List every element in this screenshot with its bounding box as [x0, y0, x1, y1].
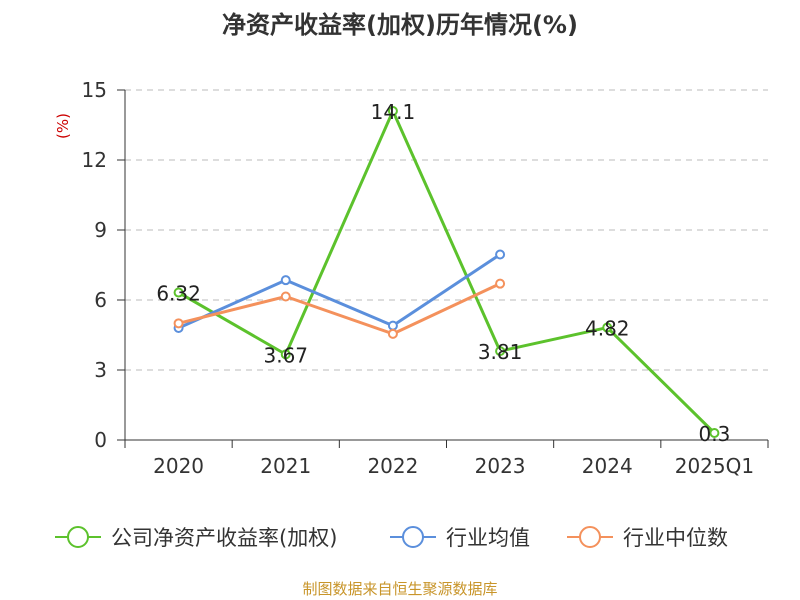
y-tick-label: 6 — [94, 288, 107, 312]
legend-label: 行业均值 — [446, 526, 530, 550]
legend: 公司净资产收益率(加权) 行业均值 行业中位数 — [55, 526, 728, 550]
legend-marker — [402, 526, 424, 548]
chart-title: 净资产收益率(加权)历年情况(%) — [222, 11, 578, 39]
x-tick-label: 2024 — [582, 454, 633, 478]
series-line — [177, 253, 501, 330]
y-axis-unit: (%) — [54, 113, 72, 139]
y-tick-label: 12 — [82, 148, 107, 172]
axes: 0 3 6 9 12 15 2020 2021 2022 2023 2024 2025Q1 — [82, 78, 769, 478]
legend-label: 行业中位数 — [623, 526, 728, 550]
y-tick-label: 9 — [94, 218, 107, 242]
x-tick-label: 2025Q1 — [675, 454, 754, 478]
data-label: 14.1 — [371, 100, 416, 124]
data-point — [387, 328, 398, 339]
y-tick-label: 0 — [94, 428, 107, 452]
x-tick-label: 2023 — [475, 454, 526, 478]
source-note: 制图数据来自恒生聚源数据库 — [302, 580, 497, 598]
data-label: 6.32 — [156, 282, 201, 306]
x-tick-label: 2020 — [153, 454, 204, 478]
data-point — [709, 428, 720, 438]
legend-label: 公司净资产收益率(加权) — [111, 526, 337, 550]
data-point — [495, 346, 506, 357]
y-tick-label: 15 — [82, 78, 107, 102]
data-point — [602, 322, 613, 333]
data-point — [495, 249, 506, 260]
legend-marker — [67, 526, 89, 548]
data-point — [387, 106, 398, 116]
data-labels: 6.32 3.67 14.1 3.81 4.82 0.3 — [156, 100, 730, 446]
data-point — [495, 278, 506, 289]
x-tick-label: 2021 — [260, 454, 311, 478]
data-point — [280, 291, 291, 302]
data-label: 0.3 — [699, 422, 731, 446]
x-tick-label: 2022 — [367, 454, 418, 478]
data-label: 3.67 — [263, 343, 308, 367]
data-point — [173, 287, 184, 298]
legend-marker — [579, 526, 601, 548]
data-point — [173, 318, 184, 329]
series-lines — [173, 106, 720, 438]
data-label: 4.82 — [585, 317, 630, 341]
data-point — [280, 275, 291, 286]
data-point — [387, 320, 398, 331]
data-point — [280, 349, 291, 360]
data-label: 3.81 — [478, 340, 523, 364]
y-tick-label: 3 — [94, 358, 107, 382]
series-line — [178, 282, 501, 336]
series-line — [177, 109, 716, 435]
